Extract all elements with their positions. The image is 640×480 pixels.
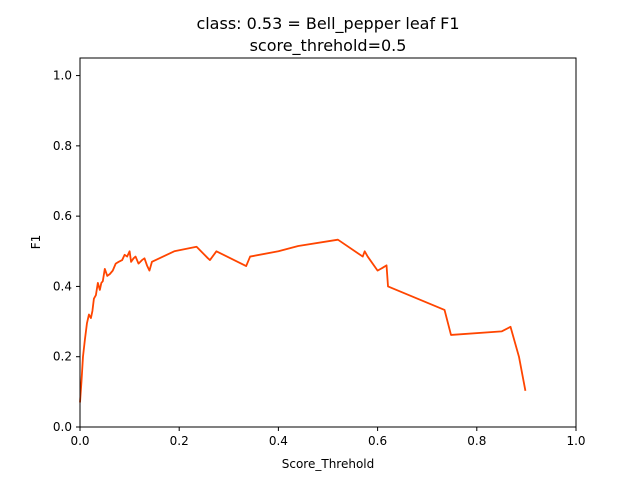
- f1-series-line: [79, 238, 527, 403]
- plot-area: [79, 57, 577, 428]
- y-axis: 0.0 0.2 0.4 0.6 0.8 1.0: [53, 69, 80, 434]
- y-axis-label: F1: [29, 235, 43, 250]
- y-tick-label: 1.0: [53, 69, 72, 83]
- y-tick-label: 0.0: [53, 420, 72, 434]
- plot-frame: [79, 57, 577, 428]
- y-tick-label: 0.8: [53, 139, 72, 153]
- x-tick-label: 0.2: [170, 434, 189, 448]
- x-axis-label: Score_Threhold: [282, 457, 375, 471]
- x-tick-label: 0.8: [467, 434, 486, 448]
- y-tick-label: 0.4: [53, 279, 72, 293]
- y-tick-label: 0.2: [53, 350, 72, 364]
- x-tick-label: 1.0: [566, 434, 585, 448]
- x-tick-label: 0.0: [70, 434, 89, 448]
- x-tick-label: 0.4: [269, 434, 288, 448]
- chart-title: class: 0.53 = Bell_pepper leaf F1: [196, 14, 459, 34]
- chart-subtitle: score_threhold=0.5: [250, 36, 407, 56]
- x-axis: 0.0 0.2 0.4 0.6 0.8 1.0: [70, 427, 586, 448]
- x-tick-label: 0.6: [368, 434, 387, 448]
- y-tick-label: 0.6: [53, 209, 72, 223]
